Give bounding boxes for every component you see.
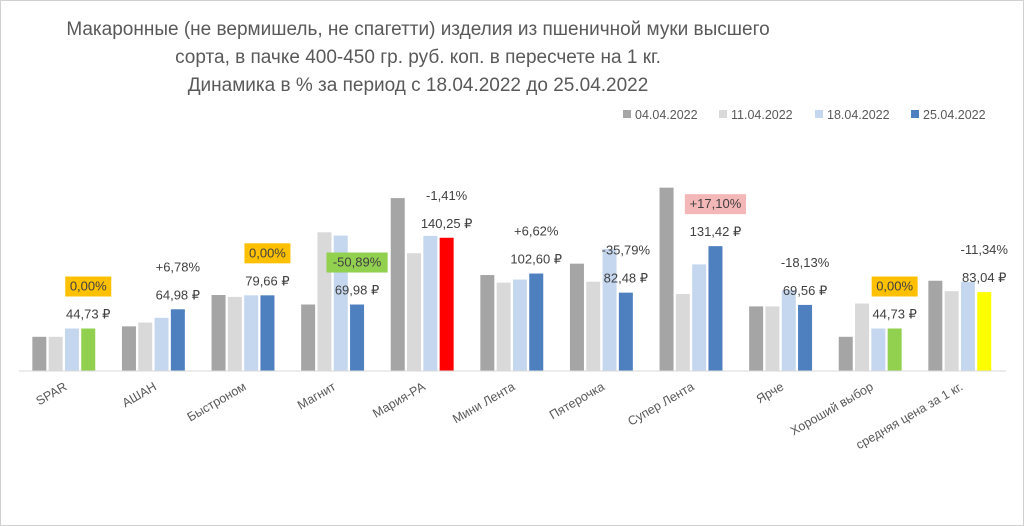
- bar-mini-lenta-s2: [496, 282, 511, 371]
- bar-bystronom-s3: [244, 295, 259, 371]
- legend-swatch-2: [719, 110, 727, 118]
- value-label-bystronom: 79,66 ₽: [245, 273, 289, 288]
- category-label-bystronom: Быстроном: [185, 379, 249, 424]
- change-highlight-bystronom: [244, 243, 291, 264]
- change-label-yarche: -18,13%: [781, 255, 830, 270]
- value-label-avg-price: 83,04 ₽: [962, 270, 1006, 285]
- bar-super-lenta-s1: [659, 187, 674, 371]
- value-label-mini-lenta: 102,60 ₽: [510, 252, 562, 267]
- category-label-magnit: Магнит: [295, 379, 338, 412]
- bar-maria-ra-s1: [390, 198, 405, 371]
- bar-maria-ra-s3: [423, 235, 438, 371]
- bar-horoshiy-vybor-s2: [855, 303, 870, 371]
- value-label-horoshiy-vybor: 44,73 ₽: [872, 307, 916, 322]
- bar-pyaterochka-s4: [618, 292, 633, 371]
- bar-spar-s4: [81, 328, 96, 371]
- bar-bystronom-s2: [227, 296, 242, 371]
- change-highlight-spar: [65, 276, 112, 297]
- bar-avg-price-s4: [977, 292, 992, 371]
- change-label-bystronom: 0,00%: [249, 245, 286, 260]
- legend-swatch-1: [623, 110, 631, 118]
- change-label-pyaterochka: -35,79%: [602, 243, 651, 258]
- bar-pyaterochka-s1: [569, 263, 584, 371]
- change-label-ashan: +6,78%: [156, 259, 201, 274]
- bar-bystronom-s1: [211, 295, 226, 371]
- bar-yarche-s4: [798, 304, 813, 371]
- bar-mini-lenta-s3: [512, 279, 527, 371]
- category-label-mini-lenta: Мини Лента: [450, 379, 517, 426]
- change-label-super-lenta: +17,10%: [690, 196, 742, 211]
- value-label-spar: 44,73 ₽: [66, 307, 110, 322]
- bar-horoshiy-vybor-s3: [871, 328, 886, 371]
- bar-spar-s1: [32, 336, 47, 371]
- change-label-magnit: -50,89%: [333, 255, 382, 270]
- bar-spar-s2: [48, 336, 63, 371]
- change-label-horoshiy-vybor: 0,00%: [876, 279, 913, 294]
- bar-avg-price-s3: [960, 282, 975, 371]
- bar-yarche-s1: [749, 306, 764, 371]
- category-label-super-lenta: Супер Лента: [625, 379, 696, 428]
- bar-spar-s3: [64, 328, 79, 371]
- value-label-magnit: 69,98 ₽: [335, 283, 379, 298]
- bar-super-lenta-s3: [692, 264, 707, 371]
- bar-avg-price-s2: [944, 291, 959, 371]
- value-label-super-lenta: 131,42 ₽: [690, 224, 742, 239]
- bar-horoshiy-vybor-s4: [887, 328, 902, 371]
- bar-avg-price-s1: [928, 280, 943, 371]
- bar-pyaterochka-s2: [586, 281, 601, 371]
- category-label-pyaterochka: Пятерочка: [547, 379, 607, 422]
- category-label-horoshiy-vybor: Хороший выбор: [788, 379, 876, 438]
- bar-maria-ra-s4: [439, 237, 454, 371]
- bar-super-lenta-s4: [708, 246, 723, 371]
- bar-mini-lenta-s1: [480, 275, 495, 371]
- bar-bystronom-s4: [260, 295, 275, 371]
- category-label-ashan: АШАН: [120, 379, 159, 410]
- plot-area: 44,73 ₽ 0,00% SPAR 64,98 ₽ +6,78% АШАН 79,66 ₽…: [32, 187, 1009, 452]
- legend-label-2: 11.04.2022: [731, 108, 793, 122]
- bar-magnit-s1: [301, 304, 316, 371]
- category-label-spar: SPAR: [34, 379, 70, 408]
- change-label-mini-lenta: +6,62%: [514, 224, 559, 239]
- legend-label-4: 25.04.2022: [923, 108, 986, 122]
- value-label-ashan: 64,98 ₽: [156, 287, 200, 302]
- legend-label-3: 18.04.2022: [827, 108, 890, 122]
- category-label-maria-ra: Мария-РА: [370, 379, 428, 421]
- bar-yarche-s2: [765, 306, 780, 371]
- change-label-avg-price: -11,34%: [961, 242, 1009, 257]
- bar-ashan-s2: [138, 322, 153, 371]
- change-label-maria-ra: -1,41%: [426, 188, 468, 203]
- bar-super-lenta-s2: [675, 294, 690, 371]
- bar-mini-lenta-s4: [529, 273, 544, 371]
- chart-title-line-2: сорта, в пачке 400-450 гр. руб. коп. в п…: [175, 47, 661, 68]
- value-label-maria-ra: 140,25 ₽: [421, 216, 473, 231]
- chart-title-line-3: Динамика в % за период с 18.04.2022 до 2…: [188, 75, 649, 96]
- legend: 04.04.2022 11.04.2022 18.04.2022 25.04.2022: [623, 108, 986, 122]
- category-label-yarche: Ярче: [754, 379, 786, 406]
- change-highlight-super-lenta: [684, 194, 747, 215]
- value-label-yarche: 69,56 ₽: [783, 283, 827, 298]
- bar-ashan-s4: [170, 309, 185, 371]
- bar-horoshiy-vybor-s1: [838, 336, 853, 371]
- change-label-spar: 0,00%: [70, 279, 107, 294]
- change-highlight-horoshiy-vybor: [871, 276, 918, 297]
- bar-ashan-s1: [121, 326, 136, 371]
- legend-swatch-3: [815, 110, 823, 118]
- legend-label-1: 04.04.2022: [635, 108, 698, 122]
- bar-ashan-s3: [154, 317, 169, 371]
- chart-title-line-1: Макаронные (не вермишель, не спагетти) и…: [66, 19, 769, 40]
- bar-maria-ra-s2: [407, 253, 422, 371]
- bar-pyaterochka-s3: [602, 248, 617, 371]
- change-highlight-magnit: [326, 252, 388, 273]
- legend-swatch-4: [911, 110, 919, 118]
- bar-magnit-s4: [350, 304, 365, 371]
- value-label-pyaterochka: 82,48 ₽: [604, 271, 648, 286]
- bar-yarche-s3: [781, 290, 796, 371]
